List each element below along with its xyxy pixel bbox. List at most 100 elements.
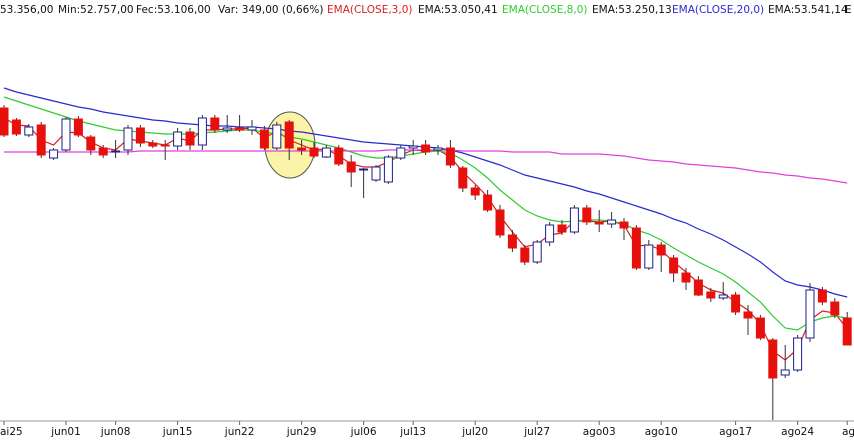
ema-value: E (845, 4, 852, 16)
candle-body (817, 289, 827, 303)
legend-entry: EMA(CLOSE,20,0) (672, 4, 764, 16)
legend-entry: EMA(CLOSE,8,0) (502, 4, 587, 16)
candle-body (284, 121, 294, 149)
candle-body (631, 227, 641, 269)
candle-body (49, 149, 59, 159)
candle-body (297, 147, 307, 151)
candle-body (396, 147, 406, 159)
candle-body (693, 279, 703, 296)
candle-body (111, 150, 121, 153)
ema-value: EMA:53.250,13 (592, 4, 672, 16)
candle-body (607, 219, 617, 225)
candle-body (483, 194, 493, 211)
candle-body (458, 167, 468, 189)
x-tick-label: ai25 (0, 426, 23, 438)
header: 53.356,00 Min:52.757,00 Fec:53.106,00 Va… (0, 4, 852, 16)
candle-body (359, 168, 369, 171)
stat: 53.356,00 (0, 4, 53, 16)
candle-body (805, 289, 815, 339)
ema-value: EMA:53.541,14 (768, 4, 848, 16)
candle-body (445, 147, 455, 166)
candle-body (321, 147, 331, 158)
candle-body (681, 272, 691, 283)
stat: Var: 349,00 (0,66%) (218, 4, 323, 16)
candle-body (197, 117, 207, 146)
candle-body (830, 301, 840, 316)
candle-body (210, 117, 220, 131)
candle-body (0, 107, 9, 136)
ema-value: EMA:53.050,41 (418, 4, 498, 16)
candle-body (346, 161, 356, 173)
candle-body (160, 144, 170, 147)
candle-body (86, 136, 96, 151)
candle-body (247, 126, 257, 131)
candle-body (706, 291, 716, 299)
x-tick-label: jul20 (461, 426, 488, 438)
candle-body (148, 142, 158, 147)
candle-body (582, 207, 592, 223)
candle-body (520, 247, 530, 263)
x-tick-label: jun29 (286, 426, 317, 438)
candle-body (36, 124, 46, 156)
plot (0, 87, 852, 420)
candle-body (421, 144, 431, 153)
candle-body (619, 221, 629, 229)
candle-body (123, 127, 133, 151)
x-tick-label: jun08 (100, 426, 131, 438)
candle-body (557, 224, 567, 233)
stat: Fec:53.106,00 (136, 4, 211, 16)
candle-body (470, 187, 480, 196)
x-tick-label: jul13 (399, 426, 426, 438)
candle-body (334, 147, 344, 165)
x-tick-label: jul27 (523, 426, 550, 438)
candle-body (24, 126, 34, 136)
candle-body (793, 337, 803, 371)
candle-body (309, 147, 319, 157)
x-tick-label: ago24 (781, 426, 814, 438)
candle-body (185, 131, 195, 146)
candle-body (569, 207, 579, 233)
candle-body (507, 234, 517, 249)
x-tick-label: ago17 (719, 426, 752, 438)
candle-body (842, 317, 852, 346)
candle-body (235, 127, 245, 131)
candle-body (656, 244, 666, 256)
candle-body (371, 166, 381, 181)
candle-body (98, 147, 108, 156)
x-tick-label: jun22 (224, 426, 255, 438)
candle-body (383, 156, 393, 183)
candle-body (73, 118, 83, 136)
candle-body (718, 294, 728, 299)
x-tick-label: ago10 (645, 426, 678, 438)
candle-body (669, 257, 679, 274)
candle-body (61, 118, 71, 151)
candle-body (495, 209, 505, 236)
legend-entry: EMA(CLOSE,3,0) (327, 4, 412, 16)
candle-body (259, 129, 269, 149)
candle-body (780, 369, 790, 376)
candle-body (532, 241, 542, 263)
candle-body (11, 119, 21, 135)
candle-body (222, 127, 232, 131)
candle-body (768, 339, 778, 379)
candle-body (594, 221, 604, 225)
x-tick-label: ago03 (583, 426, 616, 438)
candle-body (644, 244, 654, 269)
x-tick-label: jun01 (50, 426, 81, 438)
candle-body (545, 224, 555, 243)
candle-body (408, 145, 418, 149)
candle-body (743, 311, 753, 319)
candle-body (433, 147, 443, 151)
candle-body (731, 294, 741, 313)
candle-body (173, 131, 183, 147)
candle-body (272, 124, 282, 149)
candle-body (755, 317, 765, 339)
candle-body (135, 127, 145, 144)
x-tick-label: ag (842, 426, 854, 438)
x-tick-label: jun15 (162, 426, 193, 438)
stat: Min:52.757,00 (58, 4, 134, 16)
x-tick-label: jul06 (350, 426, 377, 438)
